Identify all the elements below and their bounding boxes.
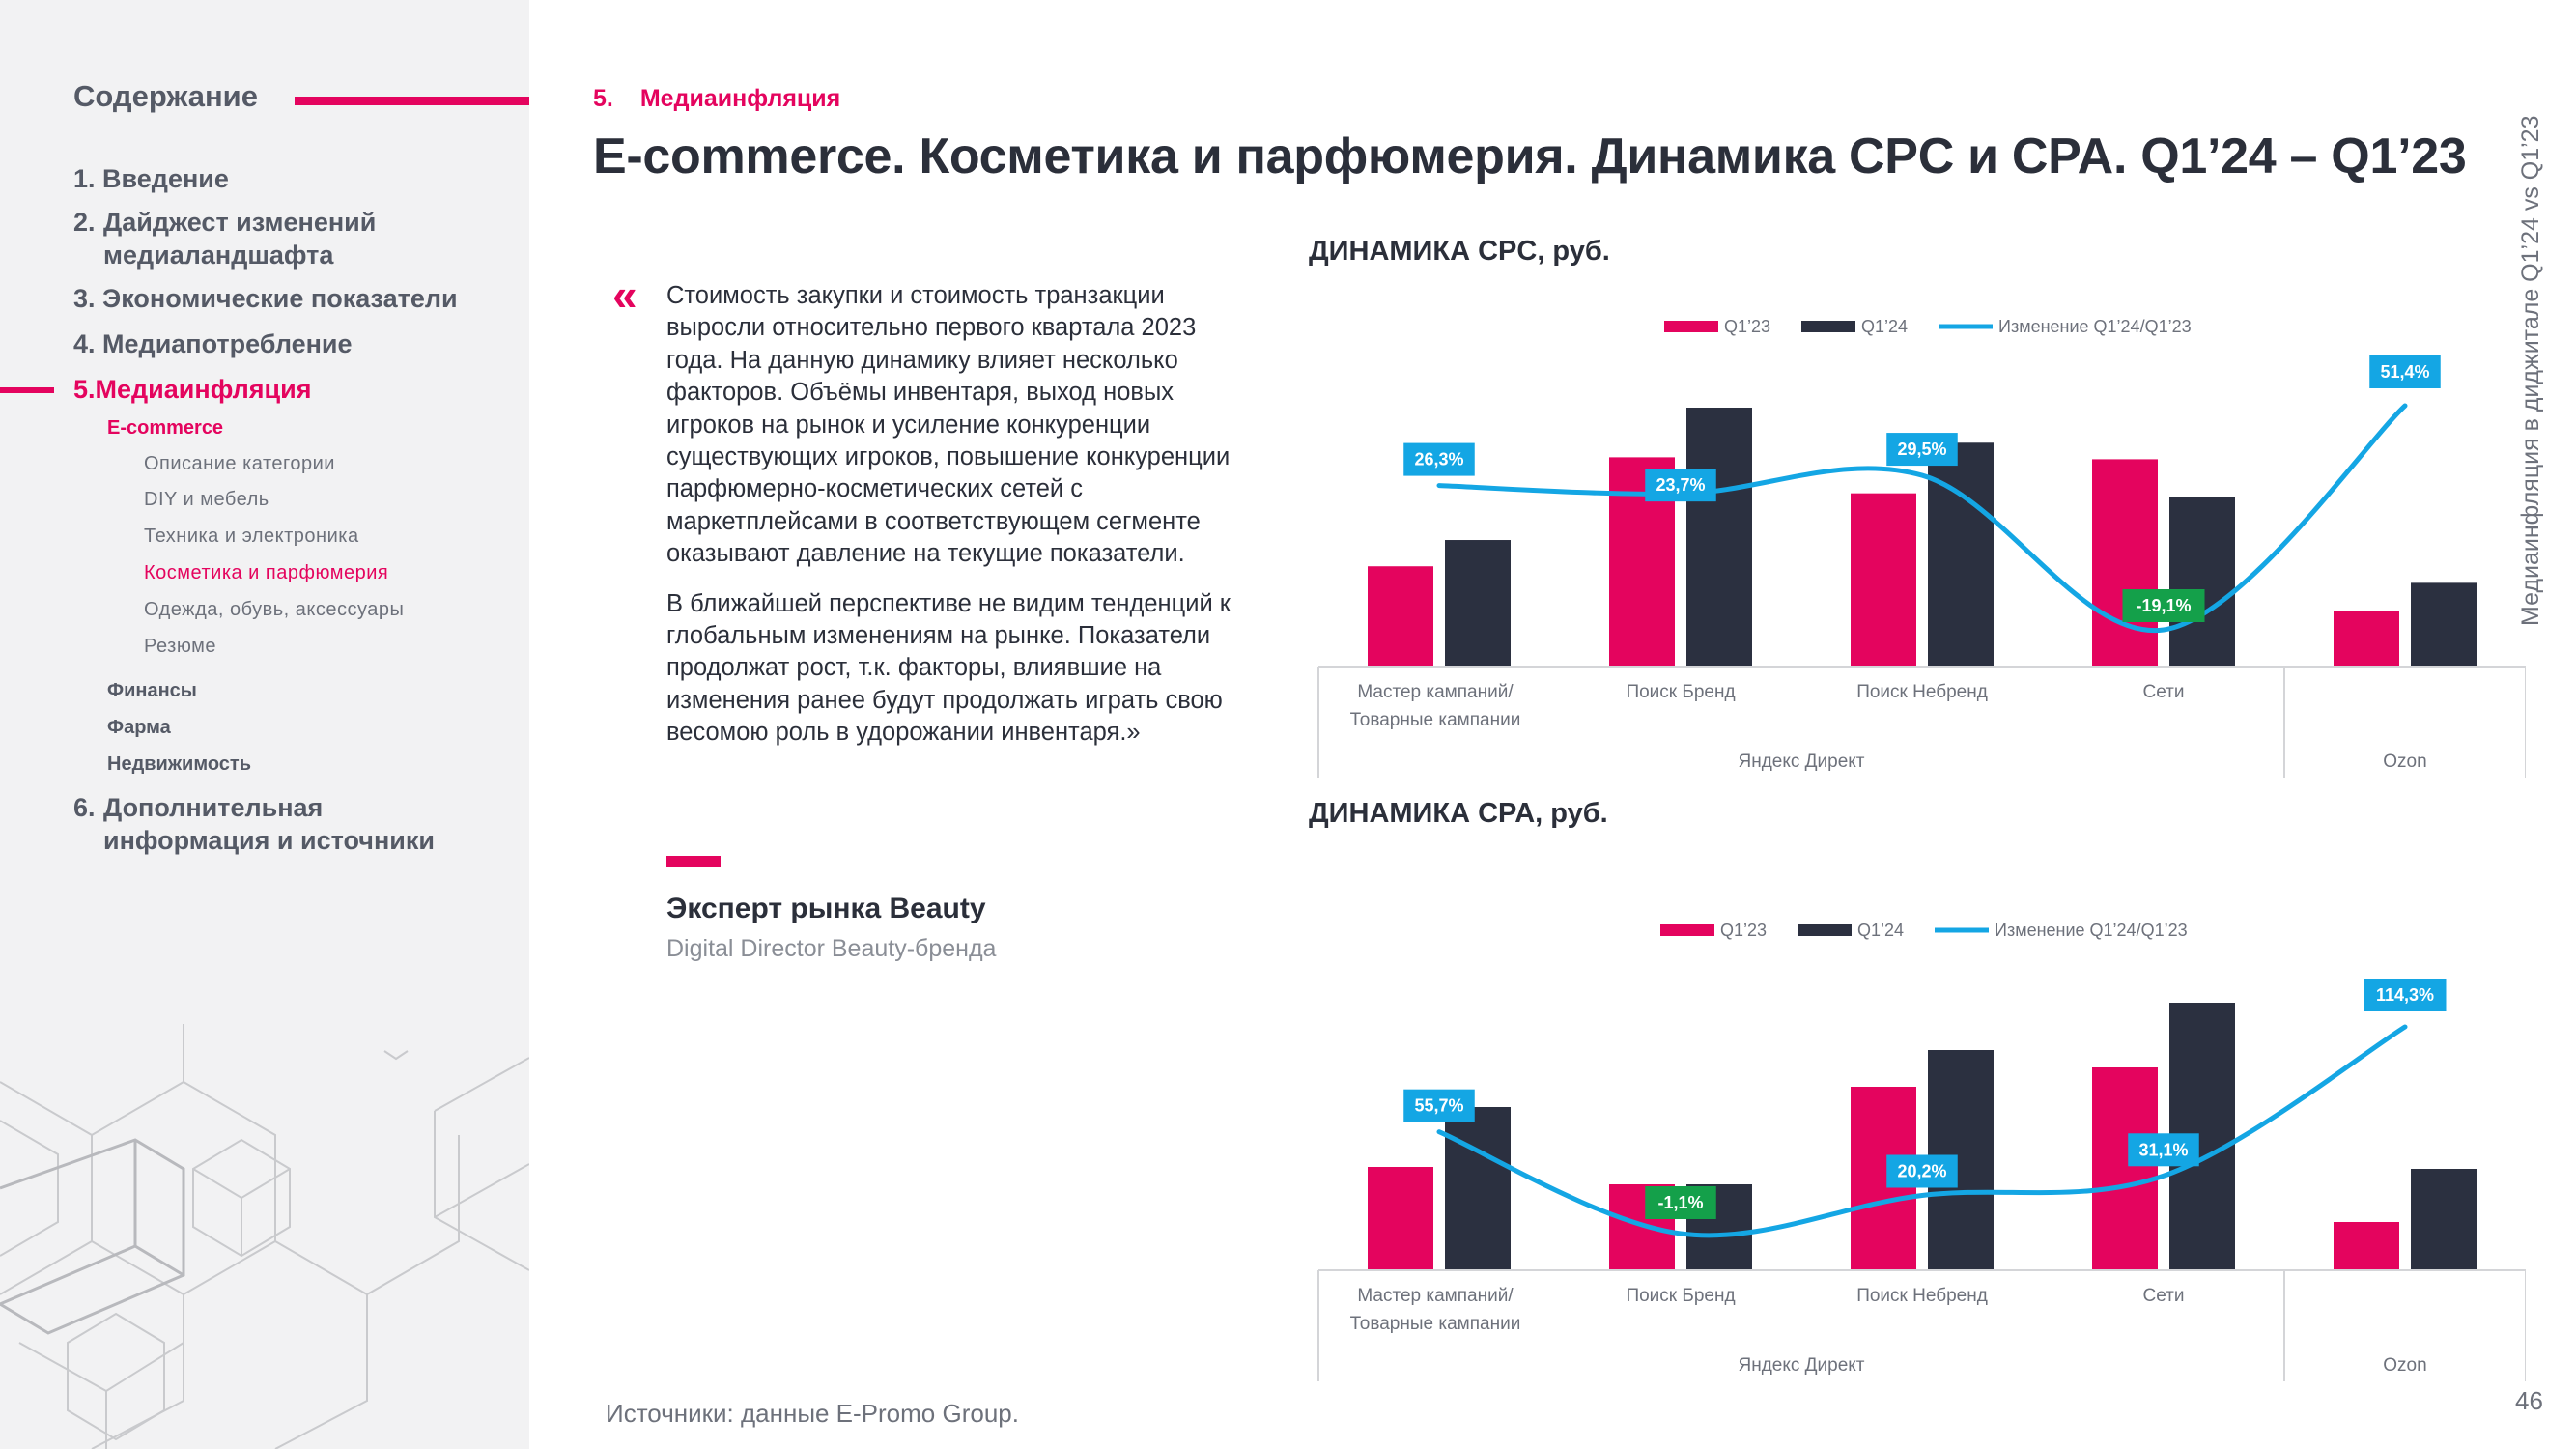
- bar-q1-24-3: [2169, 497, 2235, 667]
- toc-subsub-category[interactable]: Описание категории: [144, 453, 335, 474]
- expert-accent-line: [666, 856, 721, 867]
- legend-label-q1-23: Q1’23: [1720, 921, 1767, 940]
- group-label-ozon: Ozon: [2383, 1355, 2426, 1376]
- change-label-box-2: [1886, 433, 1958, 467]
- change-line: [1436, 403, 2408, 634]
- toc-item-intro[interactable]: 1. Введение: [73, 164, 229, 193]
- legend-swatch-q1-24: [1801, 321, 1855, 332]
- change-label-box-0: [1403, 1089, 1475, 1122]
- bar-q1-24-0: [1445, 1107, 1511, 1270]
- change-label-1: 23,7%: [1656, 475, 1705, 495]
- bar-q1-24-4: [2411, 582, 2477, 667]
- page-number: 46: [2515, 1386, 2543, 1415]
- category-label-2: Поиск Небренд: [1856, 1286, 1988, 1306]
- bar-q1-24-2: [1928, 442, 1994, 667]
- toc-item-media-consumption[interactable]: 4. Медиапотребление: [73, 329, 353, 358]
- change-label-3: 31,1%: [2138, 1140, 2188, 1159]
- group-label-yandex: Яндекс Директ: [1738, 1355, 1864, 1376]
- legend-swatch-q1-24: [1798, 924, 1852, 936]
- toc-title-underline: [295, 97, 529, 105]
- toc-sub-pharma[interactable]: Фарма: [107, 717, 171, 738]
- toc-title: Содержание: [73, 79, 258, 113]
- category-label-1: Поиск Бренд: [1626, 1286, 1735, 1306]
- group-label-ozon: Ozon: [2383, 752, 2426, 772]
- cpa-chart-title: ДИНАМИКА CPA, руб.: [1309, 798, 1608, 829]
- legend-label-q1-23: Q1’23: [1724, 317, 1770, 336]
- table-of-contents: 1. Введение 2. Дайджест изменений медиал…: [73, 162, 518, 857]
- change-label-3: -19,1%: [2136, 596, 2191, 615]
- change-label-box-3: [2122, 589, 2205, 622]
- bar-q1-23-4: [2334, 611, 2399, 667]
- change-label-0: 26,3%: [1414, 450, 1463, 469]
- category-label-3: Сети: [2143, 1286, 2185, 1306]
- legend-label-q1-24: Q1’24: [1857, 921, 1904, 940]
- change-label-4: 114,3%: [2376, 985, 2434, 1005]
- bar-q1-23-0: [1368, 1167, 1433, 1270]
- change-label-2: 29,5%: [1897, 440, 1946, 459]
- expert-role: Digital Director Beauty-бренда: [666, 935, 997, 962]
- toc-ecommerce-list: Описание категории DIY и мебель Техника …: [144, 453, 518, 658]
- change-label-box-0: [1403, 442, 1475, 476]
- cpc-chart: Q1’23 Q1’24 Изменение Q1’24/Q1’23 Мастер ка…: [1317, 317, 2526, 778]
- expert-quote: Стоимость закупки и стоимость транзакции…: [666, 280, 1256, 750]
- toc-subsub-diy[interactable]: DIY и мебель: [144, 489, 269, 510]
- change-label-box-3: [2128, 1133, 2199, 1167]
- category-label-0: Мастер кампаний/Товарные кампании: [1350, 682, 1521, 730]
- change-label-1: -1,1%: [1657, 1193, 1703, 1212]
- change-label-2: 20,2%: [1897, 1162, 1946, 1181]
- cpc-chart-title: ДИНАМИКА CPC, руб.: [1309, 236, 1610, 267]
- bar-q1-23-0: [1368, 566, 1433, 667]
- change-label-box-4: [2364, 979, 2447, 1011]
- legend-label-change: Изменение Q1’24/Q1’23: [1998, 317, 2192, 336]
- toc-sub-realty[interactable]: Недвижимость: [107, 753, 252, 775]
- bar-q1-23-2: [1851, 493, 1916, 667]
- group-label-yandex: Яндекс Директ: [1738, 752, 1864, 772]
- toc-item-additional-info[interactable]: 6. Дополнительная информация и источники: [73, 793, 435, 855]
- cube-pattern-decoration: [0, 1024, 529, 1449]
- quote-paragraph-2: В ближайшей перспективе не видим тенденц…: [666, 589, 1231, 747]
- bar-q1-23-3: [2092, 1067, 2158, 1270]
- change-label-4: 51,4%: [2380, 362, 2429, 382]
- quote-paragraph-1: Стоимость закупки и стоимость транзакции…: [666, 282, 1231, 568]
- change-label-box-1: [1645, 1186, 1716, 1219]
- toc-subsub-cosmetics[interactable]: Косметика и парфюмерия: [144, 562, 389, 583]
- bar-q1-24-0: [1445, 540, 1511, 667]
- sidebar: Содержание 1. Введение 2. Дайджест измен…: [0, 0, 529, 1449]
- category-label-2: Поиск Небренд: [1856, 682, 1988, 702]
- category-label-1: Поиск Бренд: [1626, 682, 1735, 702]
- toc-sub-ecommerce[interactable]: E-commerce: [107, 417, 224, 439]
- legend-swatch-q1-23: [1660, 924, 1714, 936]
- change-label-box-1: [1645, 469, 1716, 502]
- change-label-box-2: [1886, 1154, 1958, 1188]
- section-label: 5. Медиаинфляция: [593, 85, 841, 112]
- toc-item-media-inflation[interactable]: 5.Медиаинфляция: [73, 375, 312, 404]
- change-line: [1436, 1024, 2408, 1238]
- quote-mark: «: [612, 270, 637, 320]
- legend-label-change: Изменение Q1’24/Q1’23: [1995, 921, 2188, 940]
- toc-sub-finance[interactable]: Финансы: [107, 680, 197, 701]
- bar-q1-23-3: [2092, 459, 2158, 667]
- bar-q1-24-4: [2411, 1169, 2477, 1270]
- legend-label-q1-24: Q1’24: [1861, 317, 1908, 336]
- toc-subsub-electronics[interactable]: Техника и электроника: [144, 526, 359, 547]
- toc-subsub-clothing[interactable]: Одежда, обувь, аксессуары: [144, 599, 405, 620]
- expert-name: Эксперт рынка Beauty: [666, 893, 986, 924]
- legend-swatch-q1-23: [1664, 321, 1718, 332]
- bar-q1-23-4: [2334, 1222, 2399, 1270]
- toc-subsub-summary[interactable]: Резюме: [144, 636, 216, 657]
- toc-item-economics[interactable]: 3. Экономические показатели: [73, 284, 458, 313]
- page-title: E-commerce. Косметика и парфюмерия. Дина…: [593, 128, 2467, 185]
- change-label-0: 55,7%: [1414, 1096, 1463, 1116]
- sources-note: Источники: данные E-Promo Group.: [606, 1399, 1019, 1428]
- bar-q1-24-1: [1686, 408, 1752, 667]
- toc-item-digest[interactable]: 2. Дайджест изменений медиаландшафта: [73, 208, 377, 270]
- active-section-marker: [0, 387, 54, 393]
- category-label-0: Мастер кампаний/Товарные кампании: [1350, 1286, 1521, 1334]
- change-label-box-4: [2369, 355, 2441, 388]
- cpa-chart: Q1’23 Q1’24 Изменение Q1’24/Q1’23 Мастер ка…: [1317, 921, 2526, 1381]
- category-label-3: Сети: [2143, 682, 2185, 702]
